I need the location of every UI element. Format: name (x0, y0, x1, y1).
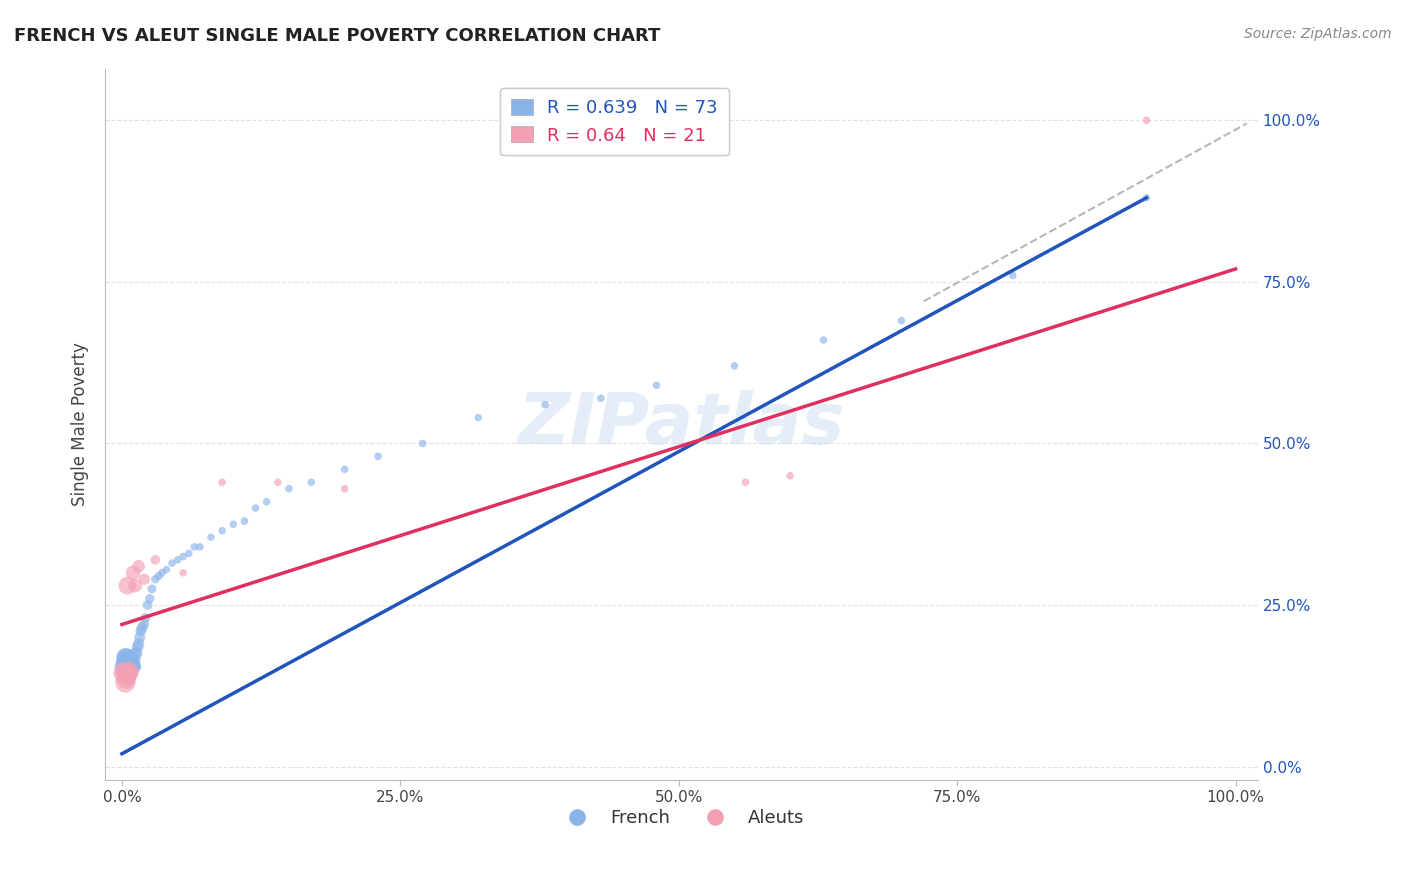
Point (734, 475, 756, 490)
Point (117, 659, 139, 673)
Point (115, 653, 138, 667)
Point (148, 569, 170, 583)
Point (645, 378, 668, 392)
Point (114, 675, 136, 690)
Point (117, 663, 139, 677)
Point (1001, 268, 1024, 283)
Point (117, 669, 139, 683)
Point (779, 468, 801, 483)
Point (120, 659, 142, 673)
Point (115, 657, 138, 671)
Point (467, 410, 489, 425)
Text: ZIPatlas: ZIPatlas (517, 390, 845, 458)
Point (367, 450, 389, 464)
Point (115, 673, 138, 687)
Point (534, 398, 557, 412)
Point (172, 566, 194, 580)
Point (124, 579, 146, 593)
Point (890, 313, 912, 327)
Point (122, 566, 145, 580)
Point (118, 657, 141, 671)
Point (118, 659, 141, 673)
Point (160, 556, 183, 570)
Point (155, 562, 177, 576)
Point (118, 663, 141, 677)
Point (121, 659, 143, 673)
Point (143, 572, 166, 586)
Point (299, 475, 322, 490)
Point (141, 582, 163, 596)
Point (188, 540, 211, 554)
Point (118, 663, 141, 677)
Point (589, 391, 612, 405)
Point (120, 653, 142, 667)
Point (136, 598, 159, 612)
Point (222, 517, 245, 532)
Point (122, 653, 145, 667)
Point (117, 663, 139, 677)
Point (1135, 191, 1157, 205)
Point (333, 462, 356, 476)
Point (166, 553, 188, 567)
Point (121, 663, 143, 677)
Point (128, 637, 150, 651)
Point (278, 482, 301, 496)
Point (117, 659, 139, 673)
Legend: French, Aleuts: French, Aleuts (553, 802, 811, 835)
Text: FRENCH VS ALEUT SINGLE MALE POVERTY CORRELATION CHART: FRENCH VS ALEUT SINGLE MALE POVERTY CORR… (14, 27, 661, 45)
Point (122, 659, 145, 673)
Point (117, 669, 139, 683)
Point (183, 540, 205, 554)
Point (256, 494, 278, 508)
Point (172, 549, 194, 564)
Point (723, 359, 745, 373)
Point (128, 631, 150, 645)
Point (211, 524, 233, 538)
Point (121, 653, 143, 667)
Point (177, 546, 200, 560)
Point (114, 657, 136, 671)
Point (114, 649, 136, 664)
Point (211, 475, 233, 490)
Point (112, 665, 135, 680)
Point (134, 611, 156, 625)
Point (412, 436, 434, 450)
Point (813, 333, 835, 347)
Point (125, 647, 148, 661)
Point (124, 659, 146, 673)
Point (139, 591, 162, 606)
Point (134, 572, 156, 586)
Point (120, 665, 142, 680)
Point (114, 663, 136, 677)
Point (115, 649, 138, 664)
Text: Source: ZipAtlas.com: Source: ZipAtlas.com (1244, 27, 1392, 41)
Point (333, 482, 356, 496)
Point (117, 653, 139, 667)
Point (115, 663, 138, 677)
Point (245, 501, 267, 516)
Point (117, 669, 139, 683)
Point (124, 647, 146, 661)
Point (122, 659, 145, 673)
Point (127, 640, 149, 654)
Point (128, 559, 150, 574)
Point (114, 653, 136, 667)
Point (114, 665, 136, 680)
Point (200, 530, 222, 544)
Point (120, 665, 142, 680)
Point (233, 514, 256, 528)
Point (129, 624, 152, 638)
Point (143, 553, 166, 567)
Y-axis label: Single Male Poverty: Single Male Poverty (72, 343, 89, 506)
Point (134, 617, 156, 632)
Point (150, 566, 173, 580)
Point (1135, 113, 1157, 128)
Point (117, 649, 139, 664)
Point (267, 475, 290, 490)
Point (122, 653, 145, 667)
Point (112, 659, 135, 673)
Point (117, 665, 139, 680)
Point (131, 621, 153, 635)
Point (117, 579, 139, 593)
